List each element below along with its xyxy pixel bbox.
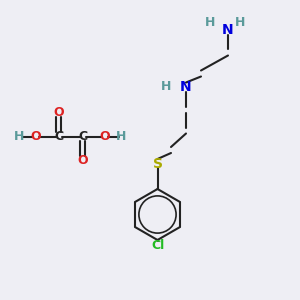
- Text: H: H: [14, 130, 25, 143]
- Text: O: O: [77, 154, 88, 167]
- Text: H: H: [161, 80, 172, 94]
- Text: H: H: [205, 16, 215, 29]
- Text: H: H: [116, 130, 127, 143]
- Text: C: C: [54, 130, 63, 143]
- Text: C: C: [78, 130, 87, 143]
- Text: O: O: [53, 106, 64, 119]
- Text: H: H: [235, 16, 245, 29]
- Text: O: O: [31, 130, 41, 143]
- Text: N: N: [180, 80, 192, 94]
- Text: O: O: [100, 130, 110, 143]
- Text: N: N: [222, 23, 234, 37]
- Text: Cl: Cl: [151, 239, 164, 253]
- Text: S: S: [152, 157, 163, 170]
